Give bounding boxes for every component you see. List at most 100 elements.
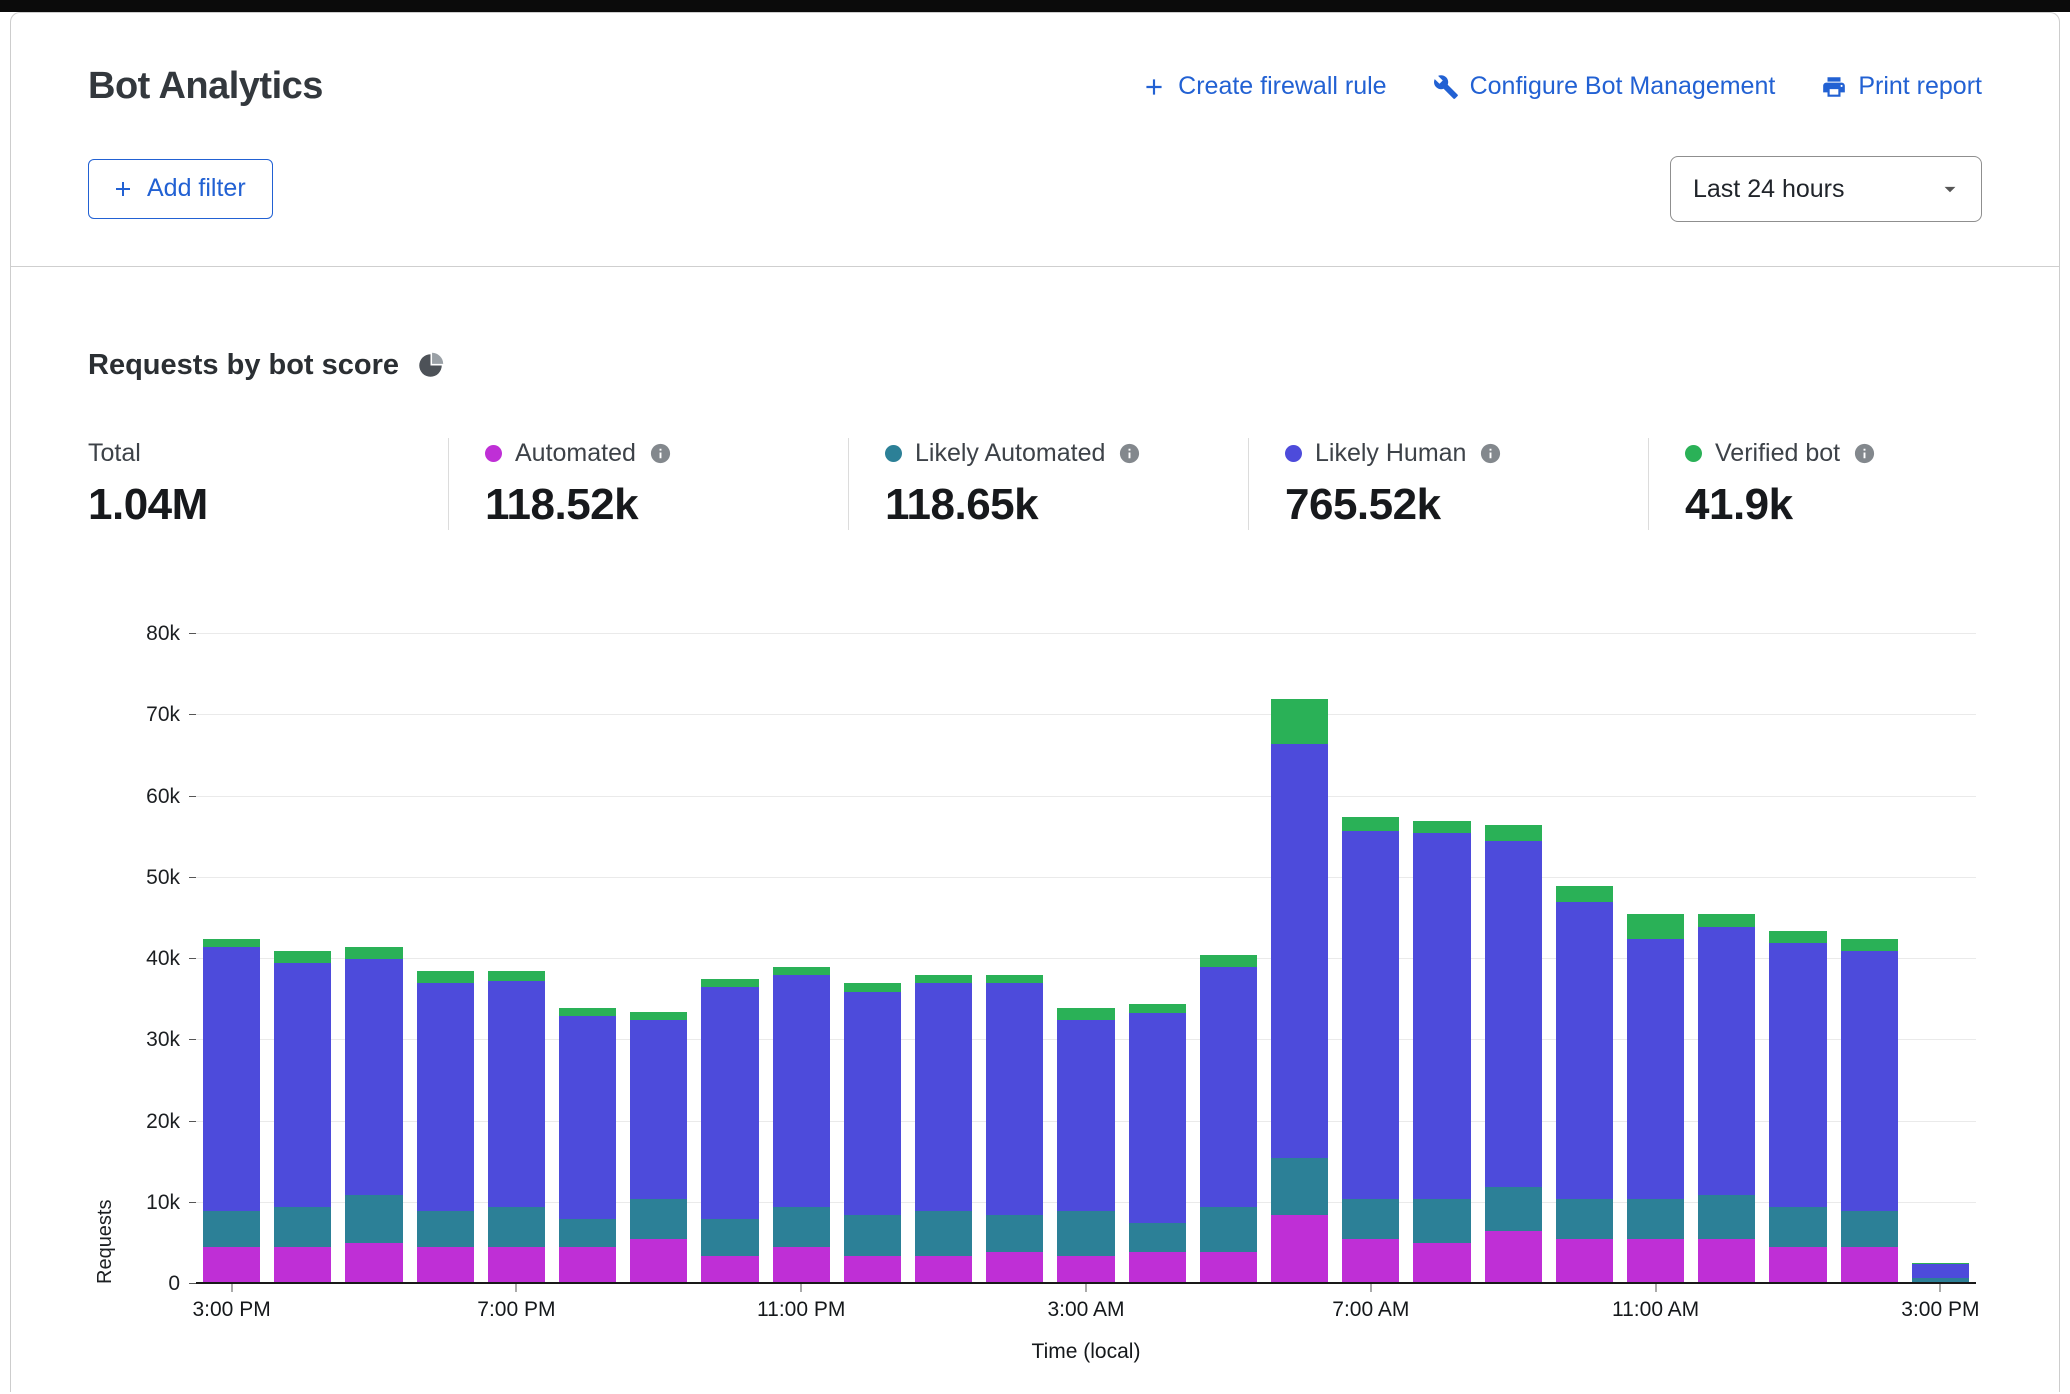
stacked-bar[interactable] xyxy=(1698,634,1756,1284)
bar-segment-likely-automated xyxy=(1555,1198,1614,1240)
info-icon[interactable] xyxy=(1853,442,1876,465)
bar-segment-likely-automated xyxy=(274,1206,332,1248)
bar-segment-verified-bot xyxy=(1840,938,1898,951)
stacked-bar[interactable] xyxy=(630,634,688,1284)
add-filter-button[interactable]: Add filter xyxy=(88,159,273,219)
stacked-bar[interactable] xyxy=(416,634,474,1284)
printer-icon xyxy=(1823,76,1846,97)
stacked-bar[interactable] xyxy=(843,634,902,1284)
y-tick-mark xyxy=(189,1120,196,1122)
configure-bot-management-link[interactable]: Configure Bot Management xyxy=(1433,72,1776,101)
stacked-bar[interactable] xyxy=(1199,634,1258,1284)
stacked-bar[interactable] xyxy=(345,634,403,1284)
print-report-link[interactable]: Print report xyxy=(1821,72,1982,101)
x-tick-label: 3:00 PM xyxy=(1901,1298,1980,1321)
bar-segment-likely-automated xyxy=(345,1194,403,1244)
stacked-bar[interactable] xyxy=(1271,634,1329,1284)
stacked-bar[interactable] xyxy=(274,634,332,1284)
bar-segment-verified-bot xyxy=(559,1007,617,1016)
stacked-bar[interactable] xyxy=(1769,634,1827,1284)
bar-segment-likely-human xyxy=(1840,950,1898,1211)
stat-verified-bot: Verified bot 41.9k xyxy=(1648,438,1982,530)
bar-segment-likely-automated xyxy=(1413,1198,1471,1244)
x-tick-label: 3:00 AM xyxy=(1047,1298,1125,1321)
bar-segment-verified-bot xyxy=(1911,1262,1970,1264)
bar-segment-automated xyxy=(487,1247,546,1284)
stat-automated-label: Automated xyxy=(515,438,636,467)
bar-segment-likely-human xyxy=(274,963,332,1207)
bar-segment-verified-bot xyxy=(701,979,759,988)
bar-segment-automated xyxy=(772,1247,830,1284)
bar-segment-likely-automated xyxy=(1199,1206,1258,1252)
info-icon[interactable] xyxy=(649,442,672,465)
bar-segment-automated xyxy=(630,1239,688,1284)
y-tick-label: 70k xyxy=(146,703,180,727)
bar-segment-verified-bot xyxy=(345,946,403,959)
stacked-bar[interactable] xyxy=(1555,634,1614,1284)
stat-likely-human: Likely Human 765.52k xyxy=(1248,438,1648,530)
stat-automated-value: 118.52k xyxy=(485,480,639,529)
stat-automated: Automated 118.52k xyxy=(448,438,848,530)
stacked-bar[interactable] xyxy=(986,634,1044,1284)
create-firewall-rule-label: Create firewall rule xyxy=(1178,72,1387,100)
info-icon[interactable] xyxy=(1118,442,1141,465)
stacked-bar[interactable] xyxy=(1911,634,1970,1284)
page-title: Bot Analytics xyxy=(88,65,323,107)
bar-segment-likely-automated xyxy=(416,1210,474,1248)
bar-segment-verified-bot xyxy=(1199,954,1258,968)
bar-segment-likely-automated xyxy=(1911,1278,1970,1282)
stacked-bar[interactable] xyxy=(1057,634,1115,1284)
bar-segment-likely-human xyxy=(487,980,546,1207)
bar-segment-verified-bot xyxy=(1769,930,1827,943)
stacked-bar[interactable] xyxy=(559,634,617,1284)
y-tick-label: 60k xyxy=(146,784,180,808)
stacked-bar[interactable] xyxy=(915,634,973,1284)
y-tick-mark xyxy=(189,714,196,716)
plot-area: Requests Time (local) 0 10k 20k 30k 40k 50k 60… xyxy=(94,622,1980,1363)
stacked-bar[interactable] xyxy=(772,634,830,1284)
stacked-bar[interactable] xyxy=(1342,634,1400,1284)
bar-segment-likely-automated xyxy=(1342,1198,1400,1240)
x-tick-mark xyxy=(1655,1284,1657,1292)
stacked-bar[interactable] xyxy=(1840,634,1898,1284)
header-actions: Create firewall rule Configure Bot Manag… xyxy=(1141,72,1982,101)
stacked-bar[interactable] xyxy=(487,634,546,1284)
x-tick-mark xyxy=(515,1284,517,1292)
gridline xyxy=(196,714,1976,716)
pie-chart-icon xyxy=(419,352,444,377)
bar-segment-verified-bot xyxy=(1627,914,1685,939)
stat-likely-human-label: Likely Human xyxy=(1315,438,1467,467)
bar-segment-automated xyxy=(1128,1251,1186,1284)
bar-segment-automated xyxy=(1199,1251,1258,1284)
bar-segment-automated xyxy=(274,1247,332,1284)
stacked-bar[interactable] xyxy=(203,634,261,1284)
create-firewall-rule-link[interactable]: Create firewall rule xyxy=(1141,72,1387,101)
bar-segment-verified-bot xyxy=(487,971,546,981)
bar-segment-likely-human xyxy=(345,959,403,1195)
y-tick-mark xyxy=(189,958,196,959)
y-tick-label: 0 xyxy=(168,1272,180,1295)
bar-segment-likely-automated xyxy=(843,1214,902,1256)
bar-segment-automated xyxy=(1057,1255,1115,1284)
stacked-bar[interactable] xyxy=(1413,634,1471,1284)
stacked-bar[interactable] xyxy=(1128,634,1186,1284)
time-range-select[interactable]: Last 24 hours xyxy=(1670,156,1982,222)
bar-segment-likely-human xyxy=(416,983,474,1211)
x-tick-mark xyxy=(1085,1284,1087,1292)
bar-segment-verified-bot xyxy=(416,971,474,984)
bar-segment-likely-automated xyxy=(203,1210,261,1248)
bar-segment-likely-human xyxy=(1128,1013,1186,1224)
stacked-bar[interactable] xyxy=(1484,634,1542,1284)
likely-automated-legend-dot xyxy=(885,444,902,462)
plus-icon xyxy=(1146,78,1162,95)
bar-segment-likely-automated xyxy=(1769,1206,1827,1248)
bar-segment-automated xyxy=(1342,1239,1400,1284)
bar-segment-likely-automated xyxy=(1057,1210,1115,1256)
x-tick-mark xyxy=(800,1284,802,1292)
stacked-bar[interactable] xyxy=(1627,634,1685,1284)
stacked-bar[interactable] xyxy=(701,634,759,1284)
gridline xyxy=(196,633,1976,634)
gridline xyxy=(196,795,1976,797)
configure-bot-management-label: Configure Bot Management xyxy=(1469,72,1776,100)
info-icon[interactable] xyxy=(1479,442,1502,465)
